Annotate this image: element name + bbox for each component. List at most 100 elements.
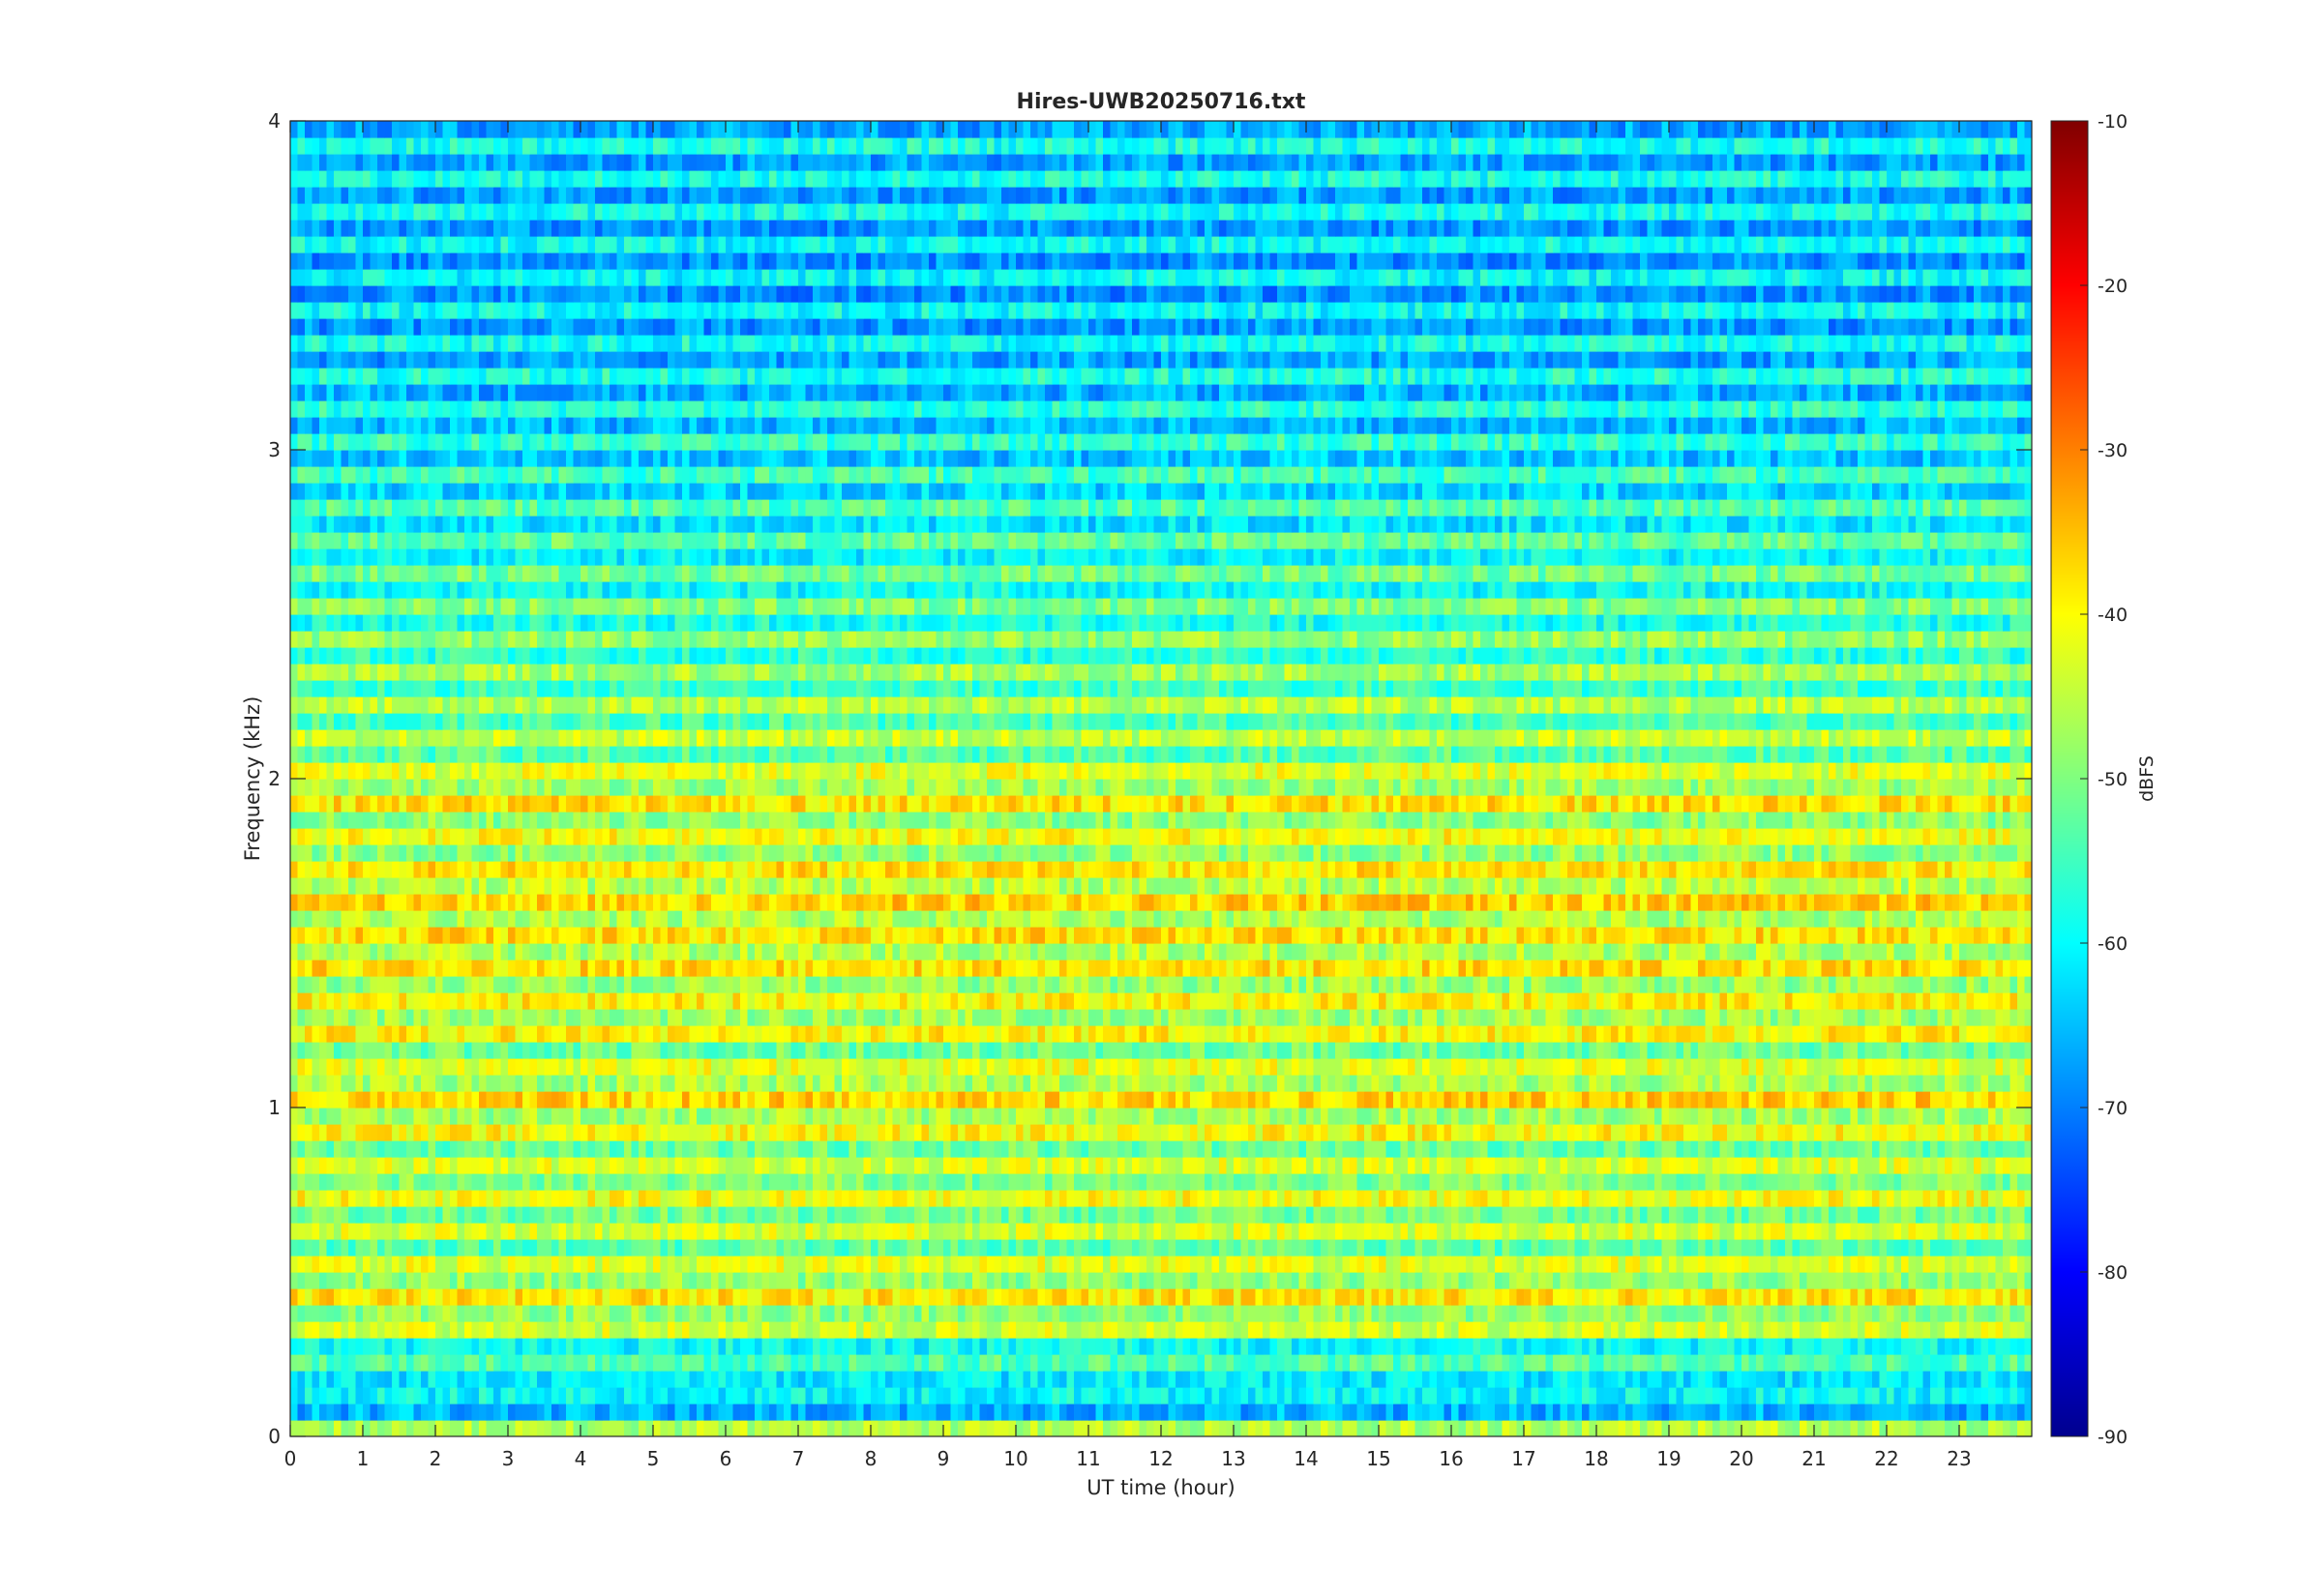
heatmap-cell <box>1095 1108 1104 1125</box>
heatmap-cell <box>1785 1239 1794 1256</box>
heatmap-cell <box>805 1338 814 1355</box>
heatmap-cell <box>1161 1206 1170 1224</box>
heatmap-cell <box>363 1387 372 1404</box>
heatmap-cell <box>471 1404 480 1421</box>
heatmap-cell <box>486 1305 494 1322</box>
heatmap-cell <box>1030 1206 1039 1224</box>
heatmap-cell <box>1611 1190 1620 1207</box>
heatmap-cell <box>566 1354 575 1372</box>
heatmap-cell <box>1052 1140 1060 1158</box>
heatmap-cell <box>798 1124 807 1141</box>
heatmap-cell <box>1153 1173 1162 1191</box>
heatmap-cell <box>1611 1206 1620 1224</box>
heatmap-cell <box>515 1157 523 1174</box>
heatmap-cell <box>1422 1272 1431 1289</box>
heatmap-cell <box>1690 1272 1699 1289</box>
heatmap-cell <box>1734 1321 1742 1339</box>
heatmap-cell <box>1995 1338 2004 1355</box>
heatmap-cell <box>1132 1091 1141 1108</box>
heatmap-cell <box>943 1288 952 1306</box>
heatmap-cell <box>602 1108 610 1125</box>
heatmap-cell <box>363 1108 372 1125</box>
heatmap-cell <box>740 1272 749 1289</box>
heatmap-cell <box>602 1354 610 1372</box>
heatmap-cell <box>413 1354 422 1372</box>
heatmap-cell <box>1422 1354 1431 1372</box>
heatmap-cell <box>892 1140 901 1158</box>
heatmap-cell <box>819 1305 828 1322</box>
heatmap-cell <box>305 1404 313 1421</box>
heatmap-cell <box>1161 1354 1170 1372</box>
heatmap-cell <box>972 1354 981 1372</box>
heatmap-cell <box>624 1404 633 1421</box>
heatmap-cell <box>1829 1108 1837 1125</box>
heatmap-cell <box>979 1206 988 1224</box>
heatmap-cell <box>965 1404 973 1421</box>
heatmap-cell <box>1647 1371 1655 1388</box>
heatmap-cell <box>718 1256 727 1273</box>
heatmap-cell <box>610 1387 618 1404</box>
heatmap-cell <box>1487 1173 1496 1191</box>
heatmap-cell <box>1574 1256 1583 1273</box>
heatmap-cell <box>1292 1404 1300 1421</box>
heatmap-cell <box>1800 1173 1808 1191</box>
heatmap-cell <box>551 1305 560 1322</box>
heatmap-cell <box>377 1091 386 1108</box>
heatmap-cell <box>442 1206 451 1224</box>
heatmap-cell <box>1226 1305 1235 1322</box>
heatmap-cell <box>979 1354 988 1372</box>
heatmap-cell <box>1385 1288 1394 1306</box>
heatmap-cell <box>885 1321 894 1339</box>
heatmap-cell <box>1298 1157 1307 1174</box>
heatmap-cell <box>653 1140 662 1158</box>
heatmap-cell <box>1792 1288 1801 1306</box>
heatmap-cell <box>689 1420 698 1436</box>
heatmap-cell <box>813 1239 821 1256</box>
heatmap-cell <box>1342 1354 1351 1372</box>
heatmap-cell <box>1872 1387 1881 1404</box>
heatmap-cell <box>1327 1190 1336 1207</box>
heatmap-cell <box>1298 1223 1307 1240</box>
heatmap-cell <box>1618 1223 1626 1240</box>
heatmap-cell <box>769 1124 778 1141</box>
heatmap-cell <box>1211 1173 1220 1191</box>
heatmap-cell <box>363 1338 372 1355</box>
heatmap-cell <box>1690 1108 1699 1125</box>
heatmap-cell <box>1356 1223 1365 1240</box>
heatmap-cell <box>471 1371 480 1388</box>
heatmap-cell <box>522 1387 531 1404</box>
heatmap-cell <box>435 1108 444 1125</box>
heatmap-cell <box>1669 1239 1678 1256</box>
heatmap-cell <box>1248 1272 1257 1289</box>
heatmap-cell <box>726 1108 734 1125</box>
heatmap-cell <box>1864 1272 1873 1289</box>
heatmap-cell <box>529 1371 538 1388</box>
heatmap-cell <box>1719 1321 1728 1339</box>
heatmap-cell <box>1800 1288 1808 1306</box>
heatmap-cell <box>2003 1354 2011 1372</box>
heatmap-cell <box>1248 1140 1257 1158</box>
heatmap-cell <box>522 1288 531 1306</box>
heatmap-cell <box>1306 1190 1315 1207</box>
heatmap-cell <box>435 1223 444 1240</box>
heatmap-cell <box>457 1108 465 1125</box>
heatmap-cell <box>334 1305 342 1322</box>
heatmap-cell <box>689 1091 698 1108</box>
heatmap-cell <box>1611 1404 1620 1421</box>
heatmap-cell <box>703 1272 712 1289</box>
heatmap-cell <box>529 1157 538 1174</box>
heatmap-cell <box>1016 1190 1025 1207</box>
heatmap-cell <box>1611 1354 1620 1372</box>
heatmap-cell <box>1814 1371 1823 1388</box>
heatmap-cell <box>1379 1157 1387 1174</box>
heatmap-cell <box>1444 1140 1452 1158</box>
heatmap-cell <box>1371 1239 1380 1256</box>
heatmap-cell <box>1321 1288 1329 1306</box>
heatmap-cell <box>392 1124 401 1141</box>
heatmap-cell <box>1001 1173 1010 1191</box>
heatmap-cell <box>1335 1108 1344 1125</box>
heatmap-cell <box>645 1108 654 1125</box>
heatmap-cell <box>1190 1140 1199 1158</box>
heatmap-cell <box>1705 1404 1713 1421</box>
heatmap-cell <box>1843 1173 1852 1191</box>
